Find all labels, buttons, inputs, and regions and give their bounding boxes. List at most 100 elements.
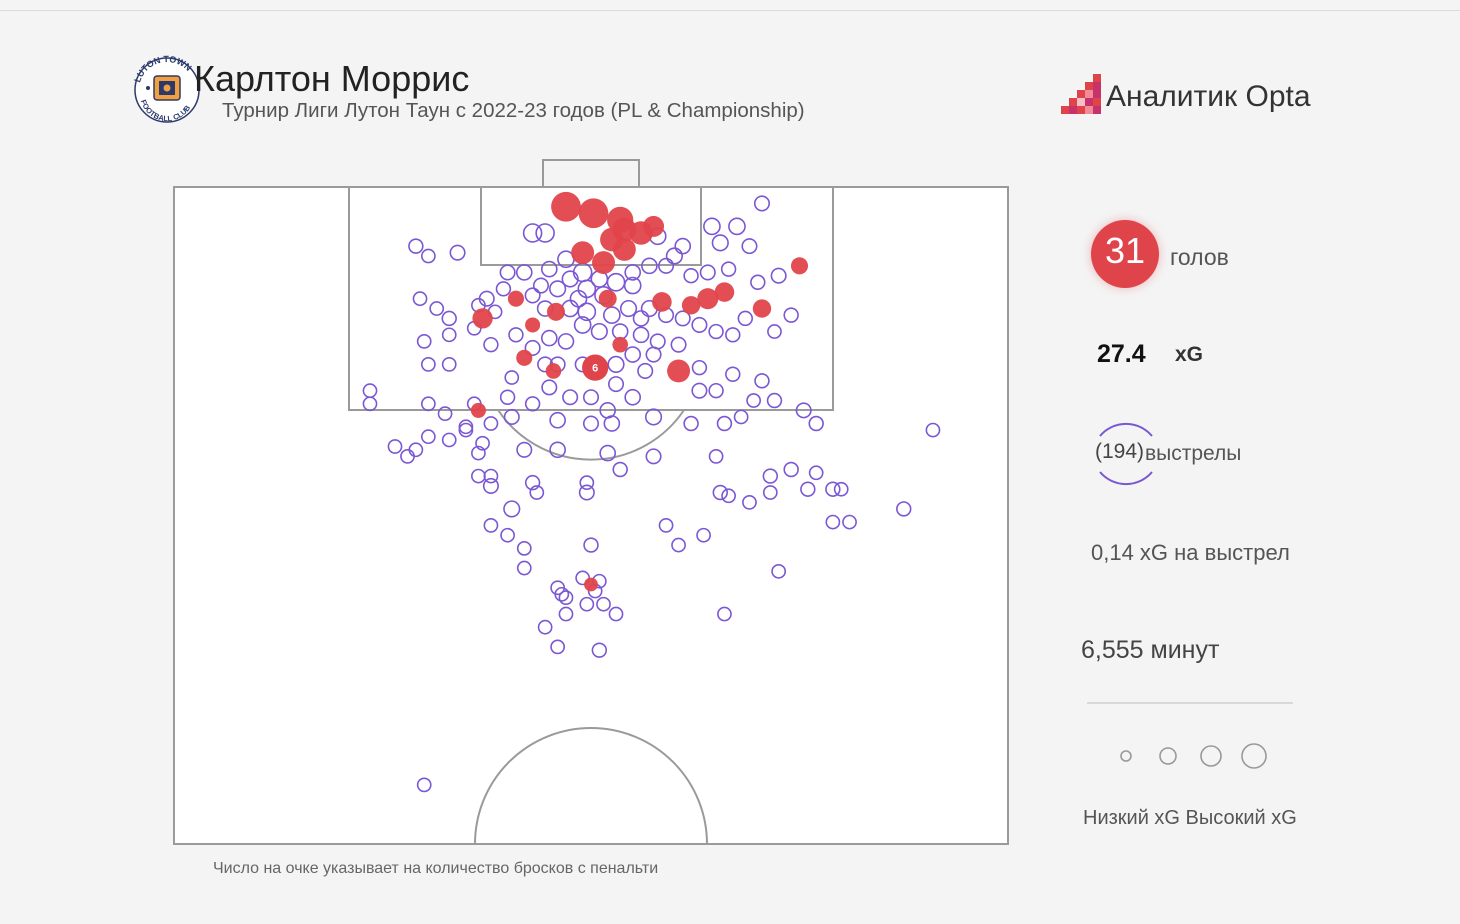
shot-point xyxy=(420,429,436,445)
shot-point xyxy=(537,619,553,635)
goal-point xyxy=(752,299,772,318)
shot-point xyxy=(429,301,445,316)
shot-point xyxy=(619,299,638,318)
opta-analyst-logo-icon xyxy=(1061,74,1101,114)
shot-point xyxy=(717,606,732,622)
shot-point xyxy=(558,590,574,606)
xg-label: xG xyxy=(1175,343,1204,366)
shot-point xyxy=(674,310,691,327)
goals-badge xyxy=(1091,220,1159,288)
top-divider xyxy=(0,10,1460,11)
shot-point xyxy=(762,468,779,484)
shot-point xyxy=(541,379,558,396)
shot-point xyxy=(720,261,737,277)
shot-point xyxy=(562,389,579,406)
shot-point xyxy=(578,484,595,501)
shot-point xyxy=(645,346,662,363)
goal-point xyxy=(546,302,565,321)
shot-point xyxy=(808,465,824,481)
shot-point xyxy=(540,260,558,278)
shot-point xyxy=(583,537,599,553)
shot-point xyxy=(737,310,754,327)
shot-point xyxy=(833,481,849,497)
shot-point xyxy=(602,306,621,324)
goals-layer xyxy=(470,191,809,592)
shot-point xyxy=(561,270,579,288)
shot-point xyxy=(441,432,457,448)
shot-point xyxy=(515,264,533,281)
shot-point xyxy=(770,267,787,284)
goal-point xyxy=(525,317,541,333)
shot-point xyxy=(540,329,558,347)
shot-point xyxy=(416,334,432,349)
shot-point xyxy=(691,359,708,376)
shot-point xyxy=(670,336,687,353)
shot-point xyxy=(495,281,512,297)
shot-point xyxy=(579,596,595,612)
shot-point xyxy=(599,444,617,462)
pitch-outline xyxy=(173,186,1009,845)
goal-point xyxy=(551,191,581,222)
shot-point xyxy=(607,376,625,393)
shot-point xyxy=(624,264,642,281)
goal-point xyxy=(592,251,615,275)
shot-point xyxy=(483,416,499,431)
shot-point xyxy=(549,441,566,459)
shot-point xyxy=(725,366,741,382)
goal-point xyxy=(578,198,609,229)
shot-point xyxy=(500,527,515,543)
shot-point xyxy=(449,244,466,261)
shot-point xyxy=(725,327,741,343)
penalty-arc xyxy=(497,409,685,461)
shot-point xyxy=(483,468,499,484)
legend-circle-xs xyxy=(1120,750,1132,762)
footnote: Число на очке указывает на количество бр… xyxy=(213,860,659,877)
goals-value: 31 xyxy=(1104,230,1146,271)
legend-circle-s xyxy=(1159,747,1177,765)
shot-point xyxy=(607,355,625,373)
shot-point xyxy=(524,474,541,491)
shot-point xyxy=(516,441,533,458)
shot-point xyxy=(516,560,532,576)
goal-point xyxy=(470,402,486,418)
shot-point xyxy=(783,307,799,323)
shot-point xyxy=(577,302,597,322)
shot-point xyxy=(746,393,762,408)
shot-point xyxy=(691,316,708,334)
shot-point xyxy=(503,408,520,425)
shot-point xyxy=(683,267,699,284)
shot-point xyxy=(721,488,736,504)
shot-point xyxy=(762,485,778,500)
shot-point xyxy=(573,316,592,334)
shot-point xyxy=(708,382,724,399)
goal-point xyxy=(790,257,809,275)
goal-point xyxy=(697,288,719,310)
shot-point xyxy=(590,322,608,341)
shot-point xyxy=(596,596,611,612)
shot-point xyxy=(441,357,457,372)
legend-label: Низкий xG Высокий xG xyxy=(1083,807,1297,829)
shot-point xyxy=(733,409,749,425)
shot-point xyxy=(532,277,549,294)
xg-per-shot: 0,14 xG на выстрел xyxy=(1091,540,1290,565)
shot-point xyxy=(420,248,436,264)
shot-point xyxy=(549,280,567,298)
shot-point xyxy=(771,563,787,579)
goal-point xyxy=(584,577,598,592)
shot-point xyxy=(400,448,415,464)
brand-name: Аналитик Opta xyxy=(1106,80,1311,113)
shots-ring-icon xyxy=(1099,422,1153,486)
goal-point xyxy=(507,290,524,307)
goal-point xyxy=(571,241,595,265)
goal-point xyxy=(516,349,533,366)
shot-point xyxy=(754,373,770,389)
shot-point xyxy=(499,264,516,281)
shot-point xyxy=(658,517,674,533)
shot-point xyxy=(483,517,499,533)
shot-point xyxy=(641,257,658,275)
page-title: Карлтон Моррис xyxy=(194,58,470,99)
shot-point xyxy=(603,415,621,432)
shot-point xyxy=(645,448,662,465)
goal-point xyxy=(612,336,628,353)
shot-point xyxy=(387,439,403,454)
